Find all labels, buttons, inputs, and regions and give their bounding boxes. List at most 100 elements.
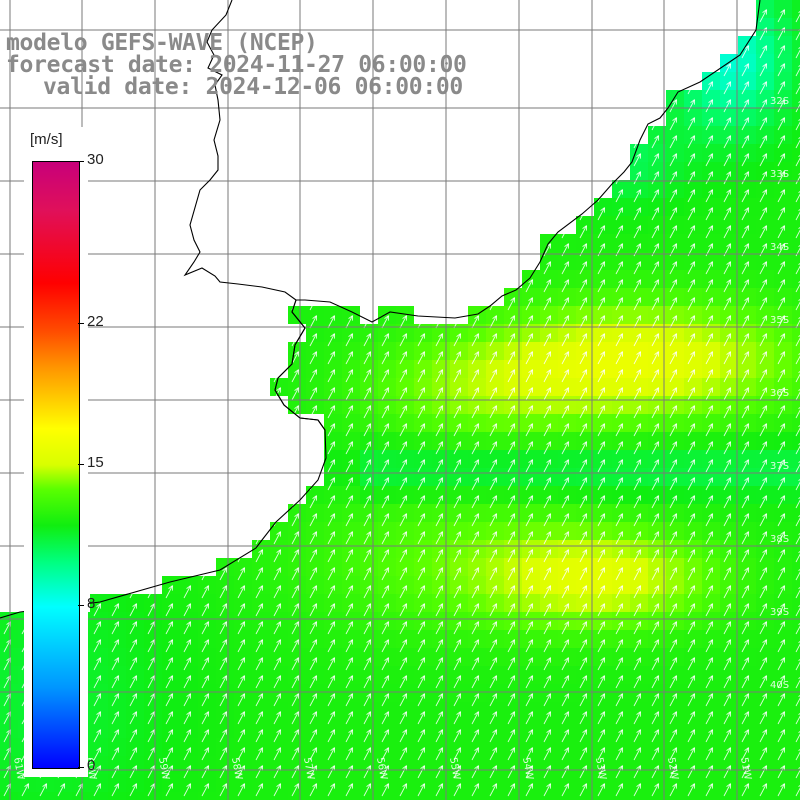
wind-cell [792, 216, 800, 234]
wind-arrow [597, 783, 606, 797]
wind-cell [504, 324, 522, 342]
wind-cell [720, 594, 738, 612]
wind-arrow [507, 369, 516, 383]
wind-arrow [201, 711, 210, 725]
wind-cell [774, 540, 792, 558]
wind-arrow [723, 81, 732, 95]
wind-arrow [687, 225, 696, 239]
wind-cell [630, 630, 648, 648]
wind-cell [738, 216, 756, 234]
wind-cell [774, 738, 792, 756]
wind-arrow [795, 406, 800, 419]
wind-arrow [597, 657, 606, 671]
wind-cell [792, 504, 800, 522]
wind-cell [306, 558, 324, 576]
wind-arrow [381, 675, 390, 689]
wind-cell [720, 612, 738, 630]
wind-cell [630, 756, 648, 774]
wind-cell [630, 234, 648, 252]
wind-arrow [669, 477, 678, 491]
wind-arrow [435, 459, 444, 473]
wind-arrow [525, 459, 534, 473]
wind-arrow [615, 621, 624, 635]
wind-cell [540, 684, 558, 702]
wind-arrow [687, 351, 696, 365]
wind-cell [396, 720, 414, 738]
wind-arrow [435, 387, 444, 401]
wind-arrow [777, 585, 786, 599]
wind-cell [666, 234, 684, 252]
wind-cell [252, 720, 270, 738]
wind-arrow [777, 81, 786, 95]
wind-cell [0, 666, 18, 684]
wind-cell [324, 684, 342, 702]
wind-cell [756, 558, 774, 576]
wind-arrow [471, 729, 480, 743]
wind-cell [306, 486, 324, 504]
wind-arrow [489, 423, 498, 437]
wind-cell [576, 720, 594, 738]
wind-cell [198, 756, 216, 774]
wind-cell [576, 540, 594, 558]
wind-cell [324, 504, 342, 522]
wind-arrow [273, 567, 282, 581]
wind-arrow [795, 676, 800, 689]
wind-arrow [291, 603, 300, 617]
wind-cell [504, 630, 522, 648]
wind-cell [396, 342, 414, 360]
wind-cell [738, 180, 756, 198]
wind-cell [630, 702, 648, 720]
wind-cell [378, 522, 396, 540]
wind-arrow [561, 423, 570, 437]
wind-cell [738, 648, 756, 666]
wind-cell [576, 612, 594, 630]
wind-cell [468, 558, 486, 576]
wind-arrow [723, 693, 732, 707]
wind-cell [324, 324, 342, 342]
wind-arrow [489, 459, 498, 473]
wind-cell [702, 180, 720, 198]
wind-cell [450, 450, 468, 468]
wind-cell [702, 432, 720, 450]
wind-arrow [705, 639, 714, 653]
wind-arrow [471, 675, 480, 689]
wind-cell [702, 234, 720, 252]
wind-cell [414, 342, 432, 360]
wind-arrow [615, 639, 624, 653]
wind-cell [360, 468, 378, 486]
wind-arrow [381, 351, 390, 365]
wind-arrow [363, 711, 372, 725]
wind-arrow [795, 478, 800, 491]
wind-cell [594, 198, 612, 216]
wind-cell [360, 594, 378, 612]
wind-cell [162, 792, 180, 800]
wind-cell [288, 540, 306, 558]
wind-arrow [525, 513, 534, 527]
wind-arrow [399, 621, 408, 635]
wind-arrow [237, 621, 246, 635]
wind-cell [486, 342, 504, 360]
wind-cell [666, 540, 684, 558]
wind-cell [288, 702, 306, 720]
wind-arrow [363, 657, 372, 671]
wind-cell [612, 180, 630, 198]
wind-cell [720, 720, 738, 738]
wind-arrow [633, 279, 642, 293]
wind-arrow [453, 387, 462, 401]
longitude-label: 59W [156, 757, 171, 781]
wind-cell [702, 324, 720, 342]
wind-cell [522, 504, 540, 522]
wind-arrow [255, 729, 264, 743]
wind-arrow [795, 154, 800, 167]
wind-cell [558, 342, 576, 360]
wind-arrow [381, 783, 390, 797]
wind-cell [684, 90, 702, 108]
wind-arrow [741, 477, 750, 491]
wind-arrow [759, 189, 768, 203]
wind-cell [288, 612, 306, 630]
wind-cell [684, 594, 702, 612]
wind-cell [360, 612, 378, 630]
wind-cell [144, 720, 162, 738]
wind-cell [468, 540, 486, 558]
wind-arrow [759, 117, 768, 131]
